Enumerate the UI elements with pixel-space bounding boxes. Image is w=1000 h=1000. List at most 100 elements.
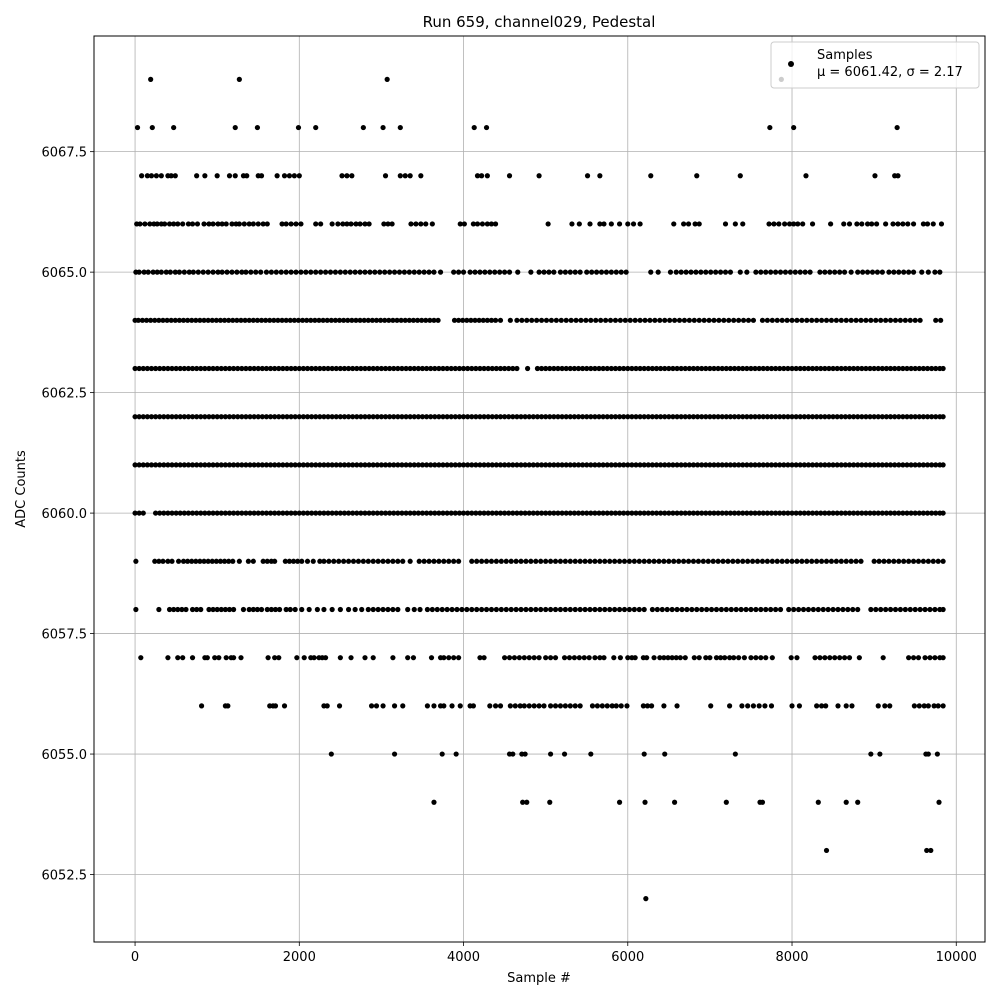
data-point — [349, 173, 355, 179]
data-point — [324, 703, 330, 709]
data-point — [296, 414, 302, 420]
data-point — [674, 703, 680, 709]
data-point — [272, 462, 278, 468]
plot-frame — [93, 35, 986, 943]
data-point — [726, 317, 732, 323]
data-point — [209, 317, 215, 323]
data-point — [616, 510, 623, 516]
data-point — [140, 414, 146, 420]
data-point — [418, 173, 424, 179]
data-point — [553, 317, 559, 323]
data-point — [501, 510, 508, 516]
data-point — [557, 269, 564, 275]
data-point — [258, 317, 265, 323]
data-point — [575, 414, 582, 420]
data-point — [801, 365, 807, 372]
data-point — [507, 703, 513, 709]
data-point — [732, 221, 738, 227]
data-point — [517, 703, 523, 709]
data-point — [703, 269, 709, 275]
data-point — [477, 510, 483, 516]
data-point — [645, 510, 651, 516]
data-point — [580, 462, 586, 468]
data-point — [690, 558, 697, 564]
data-point — [189, 365, 196, 372]
data-point — [886, 558, 892, 564]
data-point — [341, 558, 347, 564]
data-point — [370, 365, 376, 372]
data-point — [892, 317, 899, 323]
data-point — [235, 510, 241, 516]
data-point — [411, 365, 417, 372]
data-point — [236, 558, 242, 564]
data-point — [251, 365, 257, 372]
data-point — [313, 510, 319, 516]
data-point — [875, 365, 881, 372]
data-point — [912, 365, 918, 372]
data-point — [694, 510, 701, 516]
data-point — [357, 269, 363, 275]
data-point — [936, 799, 942, 805]
data-point — [727, 462, 734, 468]
data-point — [879, 414, 885, 420]
data-point — [324, 317, 330, 323]
data-point — [678, 414, 684, 420]
data-point — [190, 269, 196, 275]
data-point — [385, 221, 391, 227]
data-point — [855, 462, 861, 468]
data-point — [362, 510, 368, 516]
data-point — [202, 462, 208, 468]
data-point — [719, 414, 725, 420]
data-point — [352, 606, 358, 613]
data-point — [194, 606, 200, 613]
data-point — [543, 606, 549, 613]
data-point — [674, 606, 680, 613]
data-point — [431, 269, 437, 275]
data-point — [894, 124, 900, 131]
data-point — [934, 751, 940, 757]
data-point — [792, 269, 798, 275]
data-point — [152, 414, 159, 420]
data-point — [589, 269, 595, 275]
data-point — [782, 269, 789, 275]
data-point — [805, 414, 812, 420]
data-point — [785, 510, 791, 516]
data-point — [231, 655, 237, 661]
data-point — [446, 655, 452, 661]
data-point — [769, 558, 775, 564]
data-point — [750, 317, 757, 323]
data-point — [440, 462, 446, 468]
data-point — [370, 462, 376, 468]
data-point — [822, 269, 828, 275]
data-point — [427, 317, 433, 323]
data-point — [214, 462, 220, 468]
data-point — [464, 606, 470, 613]
data-point — [781, 365, 787, 372]
data-point — [378, 510, 385, 516]
data-point — [521, 703, 527, 709]
data-point — [693, 269, 699, 275]
data-point — [230, 317, 236, 323]
data-point — [222, 414, 228, 420]
data-point — [522, 751, 528, 757]
data-point — [291, 317, 297, 323]
data-point — [908, 510, 914, 516]
data-point — [582, 558, 588, 564]
data-point — [210, 221, 216, 227]
data-point — [706, 317, 712, 323]
data-point — [838, 510, 844, 516]
data-point — [246, 317, 252, 323]
data-point — [777, 606, 784, 613]
data-point — [891, 269, 897, 275]
data-point — [469, 606, 475, 613]
data-point — [648, 269, 654, 275]
data-point — [715, 462, 721, 468]
data-point — [789, 558, 795, 564]
data-point — [316, 317, 322, 323]
data-point — [547, 414, 553, 420]
data-point — [760, 365, 766, 372]
data-point — [812, 655, 818, 661]
data-point — [823, 558, 830, 564]
data-point — [651, 558, 657, 564]
data-point — [359, 606, 365, 613]
